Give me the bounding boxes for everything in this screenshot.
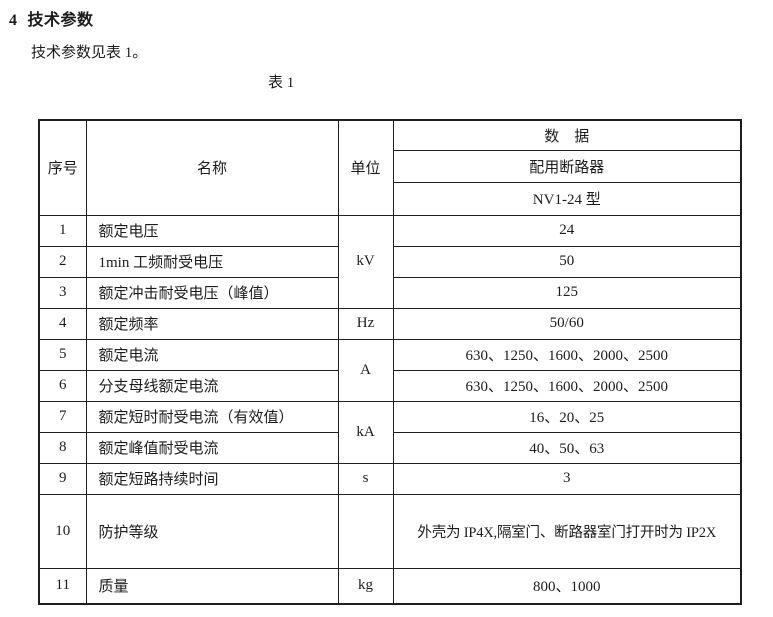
row-seq: 5 xyxy=(38,338,87,371)
row-value: 3 xyxy=(392,462,742,495)
table-row: 3 额定冲击耐受电压（峰值） 125 xyxy=(38,276,742,309)
row-value: 50 xyxy=(392,245,742,278)
row-name: 1min 工频耐受电压 xyxy=(85,245,339,278)
row-seq: 3 xyxy=(38,276,87,309)
table-row: 10 防护等级 外壳为 IP4X,隔室门、断路器室门打开时为 IP2X xyxy=(38,493,742,569)
table-row: 7 额定短时耐受电流（有效值） kA 16、20、25 xyxy=(38,400,742,464)
section-number: 4 xyxy=(9,12,18,29)
header-unit: 单位 xyxy=(337,119,394,216)
row-name: 质量 xyxy=(85,567,339,605)
row-value: 630、1250、1600、2000、2500 xyxy=(392,338,742,371)
table-row: 9 额定短路持续时间 s 3 xyxy=(38,462,742,495)
header-row-2: 配用断路器 xyxy=(39,149,742,183)
row-value: 16、20、25 xyxy=(392,400,742,433)
row-unit: s xyxy=(337,462,394,495)
header-breaker-label: 配用断路器 xyxy=(392,149,742,183)
header-name: 名称 xyxy=(85,119,339,216)
table-row: 11 质量 kg 800、1000 xyxy=(38,567,742,605)
parameters-table: 序号 名称 单位 数 据 配用断路器 NV1-24 型 1 额定电压 kV 24… xyxy=(38,119,742,605)
section-heading: 4 技术参数 xyxy=(0,0,773,30)
row-value: 50/60 xyxy=(392,307,742,340)
row-unit: kV xyxy=(337,214,394,309)
row-unit: kA xyxy=(337,400,394,464)
row-value: 630、1250、1600、2000、2500 xyxy=(392,369,742,402)
row-value: 外壳为 IP4X,隔室门、断路器室门打开时为 IP2X xyxy=(392,493,742,569)
table-row: 1 额定电压 kV 24 xyxy=(38,214,742,309)
row-unit: Hz xyxy=(337,307,394,340)
row-unit xyxy=(337,493,394,569)
row-unit: kg xyxy=(337,567,394,605)
row-value: 125 xyxy=(392,276,742,309)
header-breaker-model: NV1-24 型 xyxy=(392,181,742,216)
header-row-1: 序号 名称 单位 数 据 xyxy=(38,119,742,216)
table-row: 6 分支母线额定电流 630、1250、1600、2000、2500 xyxy=(38,369,742,402)
row-seq: 7 xyxy=(38,400,87,433)
table-row: 4 额定频率 Hz 50/60 xyxy=(38,307,742,340)
header-data-group: 数 据 xyxy=(392,119,742,151)
row-seq: 6 xyxy=(38,369,87,402)
header-row-3: NV1-24 型 xyxy=(39,181,742,216)
row-name: 分支母线额定电流 xyxy=(85,369,339,402)
header-seq: 序号 xyxy=(38,119,87,216)
row-name: 额定短时耐受电流（有效值） xyxy=(85,400,339,433)
row-seq: 10 xyxy=(38,493,87,569)
row-name: 额定电压 xyxy=(85,214,339,247)
row-seq: 11 xyxy=(38,567,87,605)
row-value: 40、50、63 xyxy=(392,431,742,464)
table-row: 5 额定电流 A 630、1250、1600、2000、2500 xyxy=(38,338,742,402)
row-name: 防护等级 xyxy=(85,493,339,569)
table-row: 8 额定峰值耐受电流 40、50、63 xyxy=(38,431,742,464)
row-name: 额定冲击耐受电压（峰值） xyxy=(85,276,339,309)
row-value: 24 xyxy=(392,214,742,247)
row-seq: 4 xyxy=(38,307,87,340)
row-seq: 8 xyxy=(38,431,87,464)
row-unit: A xyxy=(337,338,394,402)
row-name: 额定峰值耐受电流 xyxy=(85,431,339,464)
row-seq: 1 xyxy=(38,214,87,247)
table-caption: 表 1 xyxy=(268,75,295,91)
row-name: 额定短路持续时间 xyxy=(85,462,339,495)
row-value: 800、1000 xyxy=(392,567,742,605)
row-name: 额定频率 xyxy=(85,307,339,340)
row-seq: 2 xyxy=(38,245,87,278)
row-name: 额定电流 xyxy=(85,338,339,371)
intro-text: 技术参数见表 1。 xyxy=(31,45,148,61)
section-title: 技术参数 xyxy=(27,12,94,29)
row-seq: 9 xyxy=(38,462,87,495)
